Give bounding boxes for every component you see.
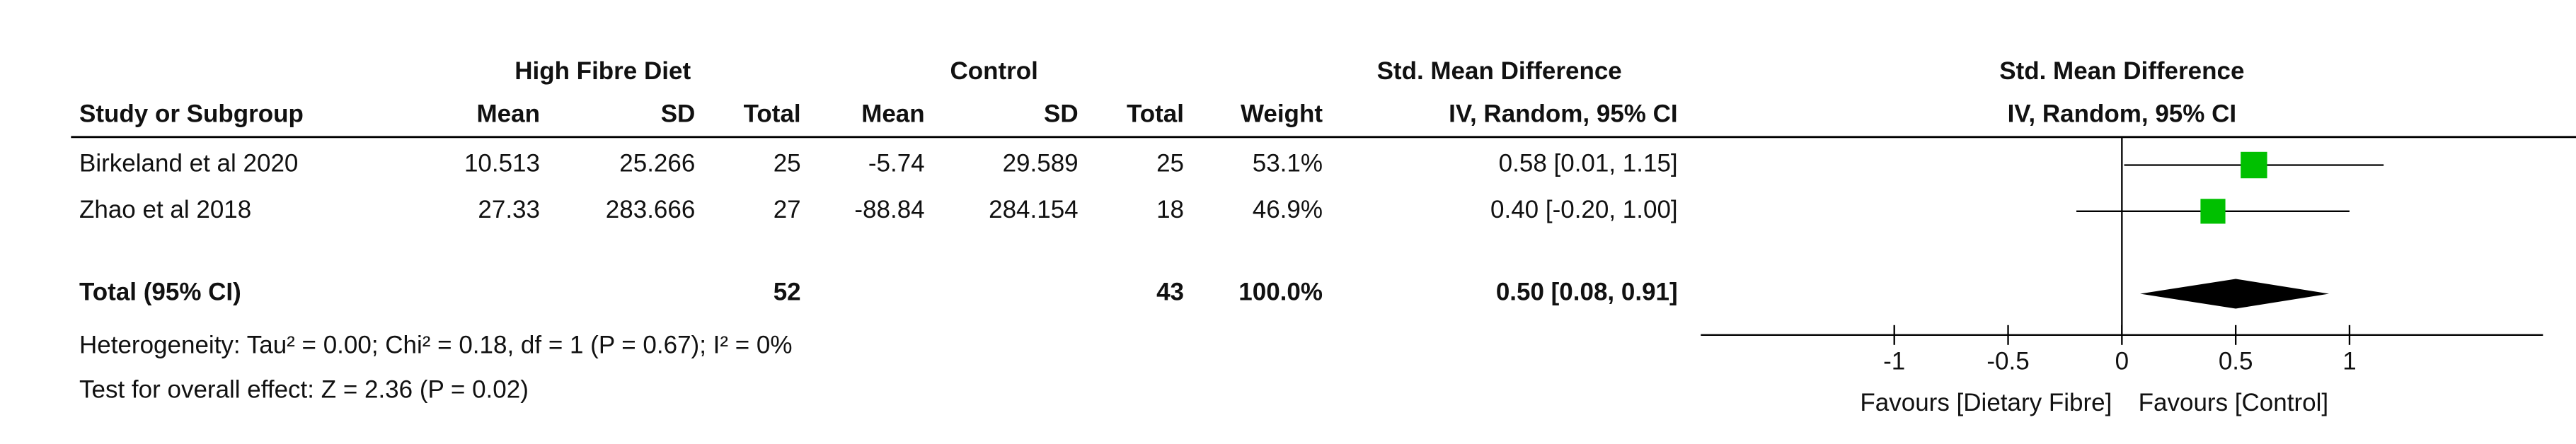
overall-effect: Test for overall effect: Z = 2.36 (P = 0… xyxy=(79,375,529,403)
study-cell: 27 xyxy=(774,196,801,223)
heterogeneity: Heterogeneity: Tau² = 0.00; Chi² = 0.18,… xyxy=(79,331,793,358)
x-tick-label: 0.5 xyxy=(2219,348,2253,375)
total-cell: 0.50 [0.08, 0.91] xyxy=(1496,279,1678,306)
total-cell: 100.0% xyxy=(1238,279,1323,306)
group-header: High Fibre Diet xyxy=(514,57,691,85)
plot-subtitle: IV, Random, 95% CI xyxy=(2008,100,2237,128)
plot-title: Std. Mean Difference xyxy=(1999,57,2244,85)
effect-square xyxy=(2200,199,2226,224)
study-cell: 18 xyxy=(1156,196,1184,223)
group-header: Control xyxy=(950,57,1037,85)
x-tick-label: 0 xyxy=(2115,348,2129,375)
study-cell: -88.84 xyxy=(854,196,924,223)
study-cell: 10.513 xyxy=(464,150,540,177)
summary-diamond xyxy=(2140,279,2330,309)
study-cell: 25 xyxy=(1156,150,1184,177)
study-cell: 25 xyxy=(774,150,801,177)
x-tick-label: -0.5 xyxy=(1986,348,2029,375)
column-header: IV, Random, 95% CI xyxy=(1449,100,1678,128)
study-cell: 0.40 [-0.20, 1.00] xyxy=(1490,196,1678,223)
column-header: Mean xyxy=(861,100,924,128)
column-header: SD xyxy=(661,100,696,128)
column-header: Weight xyxy=(1241,100,1323,128)
study-cell: 25.266 xyxy=(619,150,695,177)
study-cell: 284.154 xyxy=(989,196,1079,223)
study-name: Zhao et al 2018 xyxy=(79,196,251,223)
study-cell: -5.74 xyxy=(868,150,925,177)
study-cell: 53.1% xyxy=(1253,150,1323,177)
study-cell: 27.33 xyxy=(478,196,540,223)
favours-right: Favours [Control] xyxy=(2139,389,2328,416)
x-tick-label: 1 xyxy=(2342,348,2356,375)
study-name: Birkeland et al 2020 xyxy=(79,150,298,177)
total-cell: 43 xyxy=(1156,279,1184,306)
study-cell: 0.58 [0.01, 1.15] xyxy=(1499,150,1678,177)
column-header: Total xyxy=(744,100,801,128)
column-header: SD xyxy=(1044,100,1079,128)
effect-square xyxy=(2241,151,2267,179)
group-header: Std. Mean Difference xyxy=(1377,57,1622,85)
column-header: Mean xyxy=(477,100,540,128)
study-cell: 46.9% xyxy=(1253,196,1323,223)
study-cell: 283.666 xyxy=(606,196,696,223)
favours-left: Favours [Dietary Fibre] xyxy=(1860,389,2112,416)
column-header: Study or Subgroup xyxy=(79,100,304,128)
study-cell: 29.589 xyxy=(1003,150,1079,177)
total-cell: 52 xyxy=(774,279,801,306)
column-header: Total xyxy=(1127,100,1184,128)
total-name: Total (95% CI) xyxy=(79,279,241,306)
x-tick-label: -1 xyxy=(1883,348,1905,375)
